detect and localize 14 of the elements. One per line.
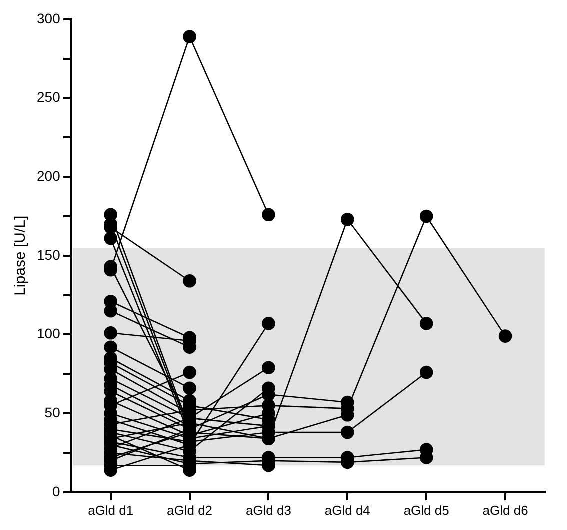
x-tick-label: aGld d5 <box>404 502 450 518</box>
x-tick-label: aGld d2 <box>166 502 213 518</box>
y-tick-label: 200 <box>37 168 61 184</box>
x-tick-label: aGld d6 <box>482 502 528 518</box>
x-tick-label: aGld d1 <box>88 502 134 518</box>
y-tick-label: 0 <box>52 483 61 500</box>
y-axis-title: Lipase [U/L] <box>12 216 30 296</box>
y-tick-label: 50 <box>44 404 61 420</box>
y-tick-label: 150 <box>37 246 61 263</box>
y-tick-label: 250 <box>37 89 61 106</box>
y-tick-label: 300 <box>37 10 61 26</box>
x-tick-label: aGld d3 <box>246 502 292 518</box>
y-tick-label: 100 <box>37 326 61 342</box>
x-tick-label: aGld d4 <box>324 502 370 518</box>
